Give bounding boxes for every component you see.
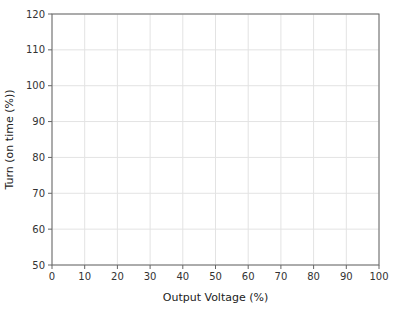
x-tick-label: 90	[340, 271, 353, 282]
y-tick-label: 50	[32, 260, 45, 271]
x-tick-label: 40	[176, 271, 189, 282]
chart-svg: 0 10 20 30 40 50 60 70 80 90 100 50 60 70 80 90 100 110 12…	[0, 0, 393, 309]
x-grid-line	[84, 14, 85, 265]
y-tick	[48, 85, 52, 86]
x-grid-line	[346, 14, 347, 265]
x-grid-line	[280, 14, 281, 265]
x-tick	[84, 265, 85, 269]
y-tick	[48, 157, 52, 158]
x-tick-label: 10	[78, 271, 91, 282]
x-tick	[150, 265, 151, 269]
chart-container: 0 10 20 30 40 50 60 70 80 90 100 50 60 70 80 90 100 110 12…	[0, 0, 393, 309]
x-tick-label: 80	[307, 271, 320, 282]
plot-frame	[52, 14, 379, 265]
y-tick	[48, 193, 52, 194]
y-tick	[48, 49, 52, 50]
x-grid-line	[215, 14, 216, 265]
x-tick	[182, 265, 183, 269]
x-tick	[248, 265, 249, 269]
y-grid-line	[52, 157, 379, 158]
y-tick-label: 60	[32, 224, 45, 235]
grid	[52, 14, 379, 265]
x-grid-line	[150, 14, 151, 265]
y-tick	[48, 229, 52, 230]
y-tick-label: 110	[26, 44, 45, 55]
y-tick	[48, 265, 52, 266]
y-grid-line	[52, 229, 379, 230]
y-grid-line	[52, 193, 379, 194]
x-grid-line	[313, 14, 314, 265]
plot-background	[52, 14, 379, 265]
x-grid-line	[117, 14, 118, 265]
y-tick	[48, 121, 52, 122]
x-tick	[280, 265, 281, 269]
x-tick-label: 100	[369, 271, 388, 282]
x-tick	[346, 265, 347, 269]
x-tick-label: 50	[209, 271, 222, 282]
y-tick-label: 120	[26, 9, 45, 20]
x-tick	[379, 265, 380, 269]
x-axis-label: Output Voltage (%)	[163, 291, 269, 304]
x-tick-label: 30	[144, 271, 157, 282]
y-grid-line	[52, 49, 379, 50]
y-tick	[48, 14, 52, 15]
x-grid-line	[248, 14, 249, 265]
y-axis-label: Turn (on time (%))	[3, 90, 16, 191]
y-tick-label: 90	[32, 116, 45, 127]
y-grid-line	[52, 85, 379, 86]
x-grid-line	[182, 14, 183, 265]
x-tick	[52, 265, 53, 269]
y-grid-line	[52, 121, 379, 122]
x-tick-label: 20	[111, 271, 124, 282]
x-tick	[313, 265, 314, 269]
x-tick	[117, 265, 118, 269]
y-tick-label: 70	[32, 188, 45, 199]
y-tick-label: 80	[32, 152, 45, 163]
x-tick-label: 60	[242, 271, 255, 282]
x-tick-label: 70	[275, 271, 288, 282]
x-tick	[215, 265, 216, 269]
x-tick-label: 0	[49, 271, 55, 282]
y-tick-label: 100	[26, 80, 45, 91]
axes: 0 10 20 30 40 50 60 70 80 90 100 50 60 70 80 90 100 110 12…	[26, 9, 389, 283]
